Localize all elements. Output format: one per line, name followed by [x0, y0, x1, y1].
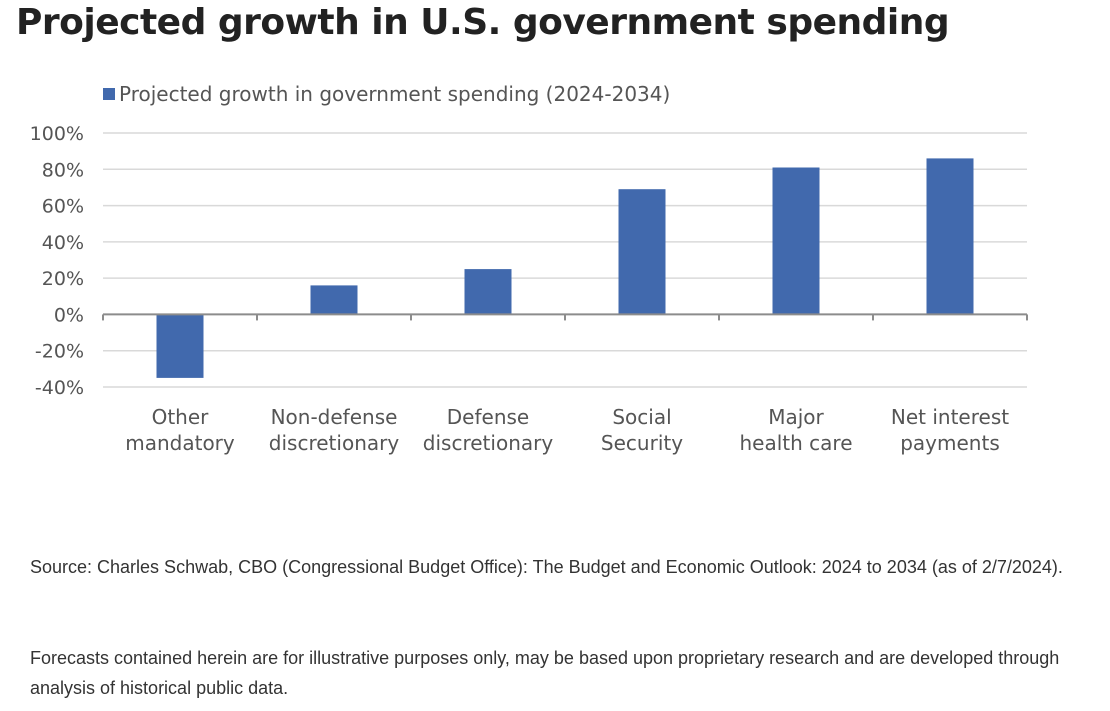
bar — [926, 158, 974, 315]
y-tick-label: 60% — [42, 196, 84, 218]
y-axis-tick-labels: 100% 80% 60% 40% 20% 0% -20% -40% — [30, 123, 84, 399]
page-title: Projected growth in U.S. government spen… — [16, 2, 950, 43]
disclaimer-note: Forecasts contained herein are for illus… — [30, 648, 1060, 698]
x-category-label: Social Security — [601, 405, 683, 455]
x-category-label: Defense discretionary — [423, 405, 554, 455]
legend-swatch — [103, 88, 115, 100]
x-axis-category-labels: Other mandatory Non-defense discretionary De… — [125, 405, 1009, 455]
source-note: Source: Charles Schwab, CBO (Congression… — [30, 557, 1063, 577]
bar — [310, 285, 358, 315]
y-tick-label: -40% — [35, 377, 84, 399]
x-axis — [102, 313, 1028, 321]
y-tick-label: 0% — [54, 304, 84, 326]
bar — [618, 189, 666, 315]
y-tick-label: 100% — [30, 123, 84, 145]
bar — [156, 314, 204, 378]
x-category-label: Major health care — [739, 405, 852, 455]
x-category-label: Net interest payments — [891, 405, 1009, 455]
gridlines — [103, 132, 1027, 388]
y-tick-label: 80% — [42, 159, 84, 181]
y-tick-label: 40% — [42, 232, 84, 254]
bar-chart: 100% 80% 60% 40% 20% 0% -20% -40% Other mandator… — [30, 82, 1028, 455]
legend-label: Projected growth in government spending … — [119, 82, 670, 106]
bars — [156, 158, 974, 378]
bar — [464, 269, 512, 315]
bar — [772, 167, 820, 315]
y-tick-label: -20% — [35, 341, 84, 363]
y-tick-label: 20% — [42, 268, 84, 290]
legend: Projected growth in government spending … — [103, 82, 670, 106]
x-category-label: Other mandatory — [125, 405, 235, 455]
x-category-label: Non-defense discretionary — [269, 405, 400, 455]
